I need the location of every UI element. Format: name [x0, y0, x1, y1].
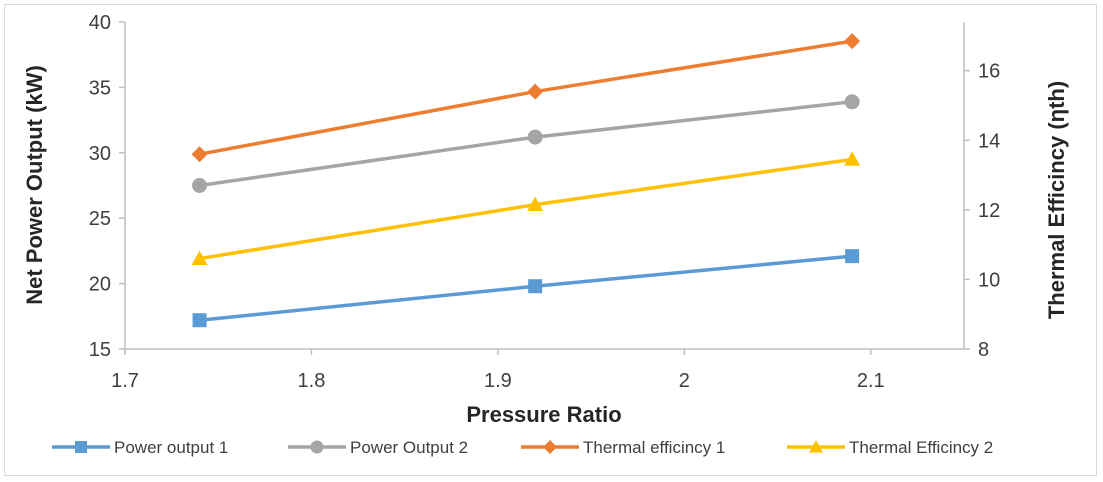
- data-point: [191, 250, 208, 265]
- y2-tick-label: 14: [978, 130, 1000, 152]
- data-point: [844, 33, 861, 50]
- legend-marker: [75, 441, 87, 453]
- y2-tick-label: 16: [978, 61, 1000, 83]
- data-point: [527, 196, 544, 212]
- y-tick-label: 15: [89, 339, 111, 361]
- legend-marker: [809, 440, 823, 453]
- y2-axis-title: Thermal Efficincy (ηth): [1044, 81, 1069, 319]
- y-tick-label: 20: [89, 274, 111, 296]
- data-point: [191, 146, 208, 163]
- y-tick-label: 35: [89, 77, 111, 99]
- x-tick-label: 2.1: [857, 370, 885, 392]
- series-4: [191, 151, 861, 265]
- series-line: [199, 254, 853, 322]
- series-2: [192, 94, 860, 193]
- series-line: [199, 157, 853, 261]
- data-point: [844, 151, 861, 166]
- legend-item: Power Output 2: [288, 438, 468, 457]
- y2-tick-label: 8: [978, 339, 989, 361]
- x-tick-label: 2: [679, 370, 690, 392]
- x-tick-label: 1.8: [298, 370, 326, 392]
- data-point: [844, 94, 860, 110]
- legend-marker: [310, 440, 324, 454]
- x-tick-label: 1.9: [484, 370, 512, 392]
- chart-frame: [4, 4, 1097, 476]
- legend-label: Power Output 2: [350, 438, 468, 457]
- data-point: [527, 129, 543, 145]
- y-tick-label: 40: [89, 12, 111, 34]
- axes: [124, 22, 965, 350]
- y-tick-label: 30: [89, 143, 111, 165]
- legend-label: Thermal Efficincy 2: [849, 438, 993, 457]
- data-point: [528, 279, 543, 294]
- data-point: [845, 249, 860, 264]
- series-3: [191, 33, 861, 163]
- legend-label: Power output 1: [114, 438, 228, 457]
- legend: Power output 1 Power Output 2 Thermal effi…: [52, 438, 993, 457]
- x-axis-title: Pressure Ratio: [466, 402, 621, 427]
- legend-item: Thermal Efficincy 2: [787, 438, 993, 457]
- data-point: [192, 178, 208, 193]
- y-axis-title: Net Power Output (kW): [22, 65, 47, 305]
- data-point: [527, 83, 544, 100]
- data-point: [192, 313, 207, 328]
- y-tick-label: 25: [89, 208, 111, 230]
- y2-tick-label: 12: [978, 200, 1000, 222]
- x-tick-label: 1.7: [111, 370, 139, 392]
- series-1: [192, 249, 860, 328]
- legend-label: Thermal efficincy 1: [583, 438, 725, 457]
- y-tick-labels: 15 20 25 30 35 40: [89, 12, 125, 361]
- legend-item: Thermal efficincy 1: [521, 438, 725, 457]
- y2-tick-labels: 8 10 12 14 16: [964, 61, 1000, 361]
- series-layer: [191, 33, 861, 328]
- x-tick-labels: 1.7 1.8 1.9 2 2.1: [111, 349, 885, 392]
- legend-marker: [543, 440, 557, 454]
- legend-item: Power output 1: [52, 438, 228, 457]
- y2-tick-label: 10: [978, 269, 1000, 291]
